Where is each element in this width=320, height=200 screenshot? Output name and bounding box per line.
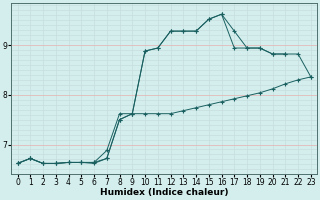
X-axis label: Humidex (Indice chaleur): Humidex (Indice chaleur) [100,188,228,197]
